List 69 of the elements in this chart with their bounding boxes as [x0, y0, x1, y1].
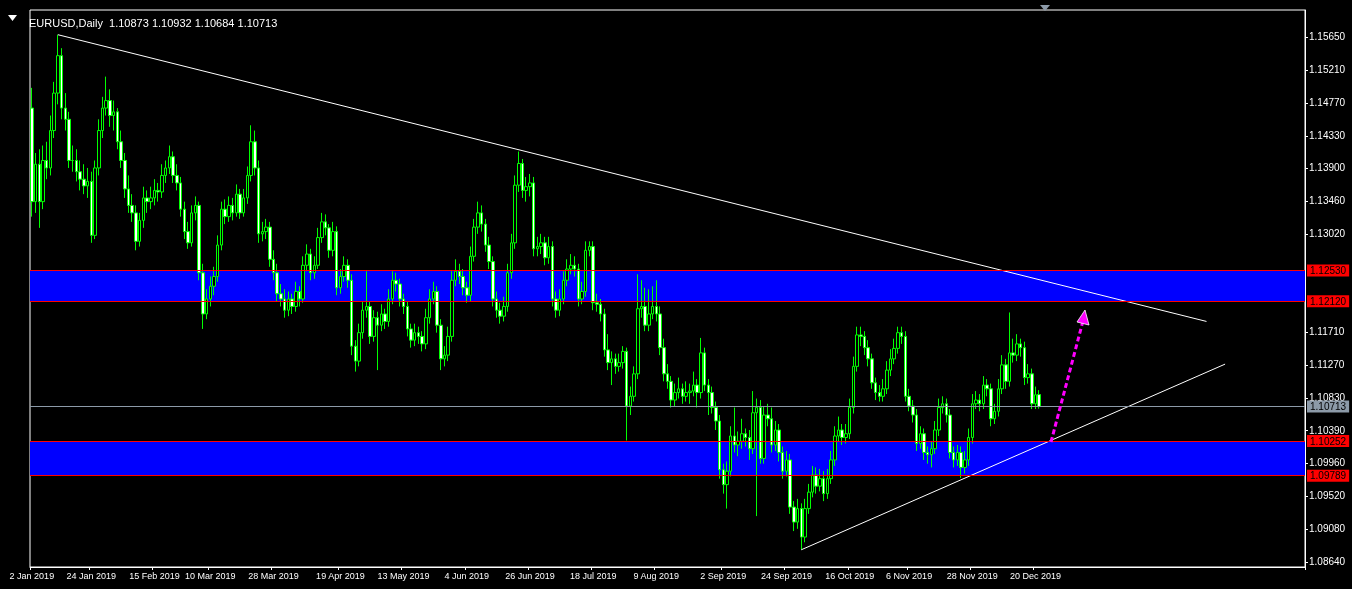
- y-tick-label: 1.11270: [1309, 359, 1345, 371]
- candlestick: [287, 290, 290, 317]
- candlestick: [1023, 341, 1026, 386]
- candlestick: [822, 470, 825, 502]
- candlestick: [235, 183, 238, 218]
- x-tick-label: 24 Sep 2019: [760, 570, 812, 581]
- y-tick-label: 1.09520: [1309, 490, 1346, 502]
- candlestick: [982, 375, 985, 410]
- y-tick-label: 1.09080: [1309, 523, 1346, 535]
- ref-line-label: 1.12530: [1310, 265, 1347, 277]
- candlestick: [38, 148, 41, 229]
- candlestick: [543, 236, 547, 266]
- candlestick: [160, 163, 164, 199]
- x-tick-label: 24 Jan 2019: [66, 570, 117, 581]
- ref-line-label: 1.10713: [1310, 401, 1347, 413]
- y-tick-label: 1.09960: [1309, 457, 1346, 469]
- candlestick: [625, 347, 628, 441]
- y-tick-label: 1.15650: [1309, 31, 1346, 43]
- candlestick: [309, 248, 312, 281]
- candlestick: [814, 466, 818, 495]
- candlestick: [959, 445, 963, 479]
- y-tick-label: 1.10390: [1309, 425, 1346, 437]
- ref-line-label: 1.09789: [1310, 470, 1347, 482]
- y-tick-label: 1.13460: [1309, 195, 1346, 207]
- candlestick: [335, 225, 338, 296]
- x-tick-label: 18 Jul 2019: [569, 570, 617, 581]
- y-tick-label: 1.08640: [1309, 556, 1346, 568]
- candlestick: [647, 288, 651, 332]
- candlestick: [294, 281, 298, 313]
- x-tick-label: 10 Mar 2019: [185, 570, 236, 581]
- x-tick-label: 6 Nov 2019: [886, 570, 933, 581]
- candlestick: [238, 188, 242, 220]
- x-tick-label: 9 Aug 2019: [633, 570, 680, 581]
- candlestick: [1037, 389, 1041, 410]
- x-tick-label: 4 Jun 2019: [444, 570, 490, 581]
- candlestick: [283, 288, 286, 319]
- candlestick: [1008, 311, 1011, 388]
- y-tick-label: 1.14770: [1309, 97, 1346, 109]
- candlestick: [591, 240, 595, 311]
- candlestick: [684, 380, 688, 403]
- candlestick: [1030, 368, 1034, 410]
- x-tick-label: 28 Nov 2019: [946, 570, 998, 581]
- x-tick-label: 28 Mar 2019: [248, 570, 299, 581]
- candlestick: [989, 383, 993, 427]
- candlestick: [413, 323, 416, 347]
- candlestick: [153, 178, 156, 206]
- candlestick: [227, 195, 231, 223]
- x-tick-label: 13 May 2019: [377, 570, 430, 581]
- x-tick-label: 20 Dec 2019: [1009, 570, 1062, 581]
- y-tick-label: 1.13020: [1309, 228, 1346, 240]
- candlestick: [1015, 333, 1019, 362]
- y-tick-label: 1.10830: [1309, 392, 1346, 404]
- x-tick-label: 19 Apr 2019: [316, 570, 365, 581]
- x-tick-label: 26 Jun 2019: [505, 570, 555, 581]
- ref-line-label: 1.12120: [1310, 295, 1347, 307]
- ref-line-label: 1.10252: [1310, 435, 1347, 447]
- candlestick: [770, 407, 773, 453]
- x-tick-label: 2 Jan 2019: [9, 570, 55, 581]
- y-tick-label: 1.11710: [1309, 326, 1345, 338]
- candlestick: [922, 428, 926, 461]
- candlestick: [82, 163, 86, 195]
- y-tick-label: 1.13900: [1309, 162, 1346, 174]
- candlestick: [532, 176, 535, 257]
- x-tick-label: 2 Sep 2019: [700, 570, 747, 581]
- text: EURUSD,Daily 1.10873 1.10932 1.10684 1.10713: [29, 16, 278, 29]
- x-tick-label: 15 Feb 2019: [129, 570, 180, 581]
- x-tick-label: 16 Oct 2019: [825, 570, 875, 581]
- y-tick-label: 1.15210: [1309, 64, 1346, 76]
- y-tick-label: 1.14330: [1309, 130, 1346, 142]
